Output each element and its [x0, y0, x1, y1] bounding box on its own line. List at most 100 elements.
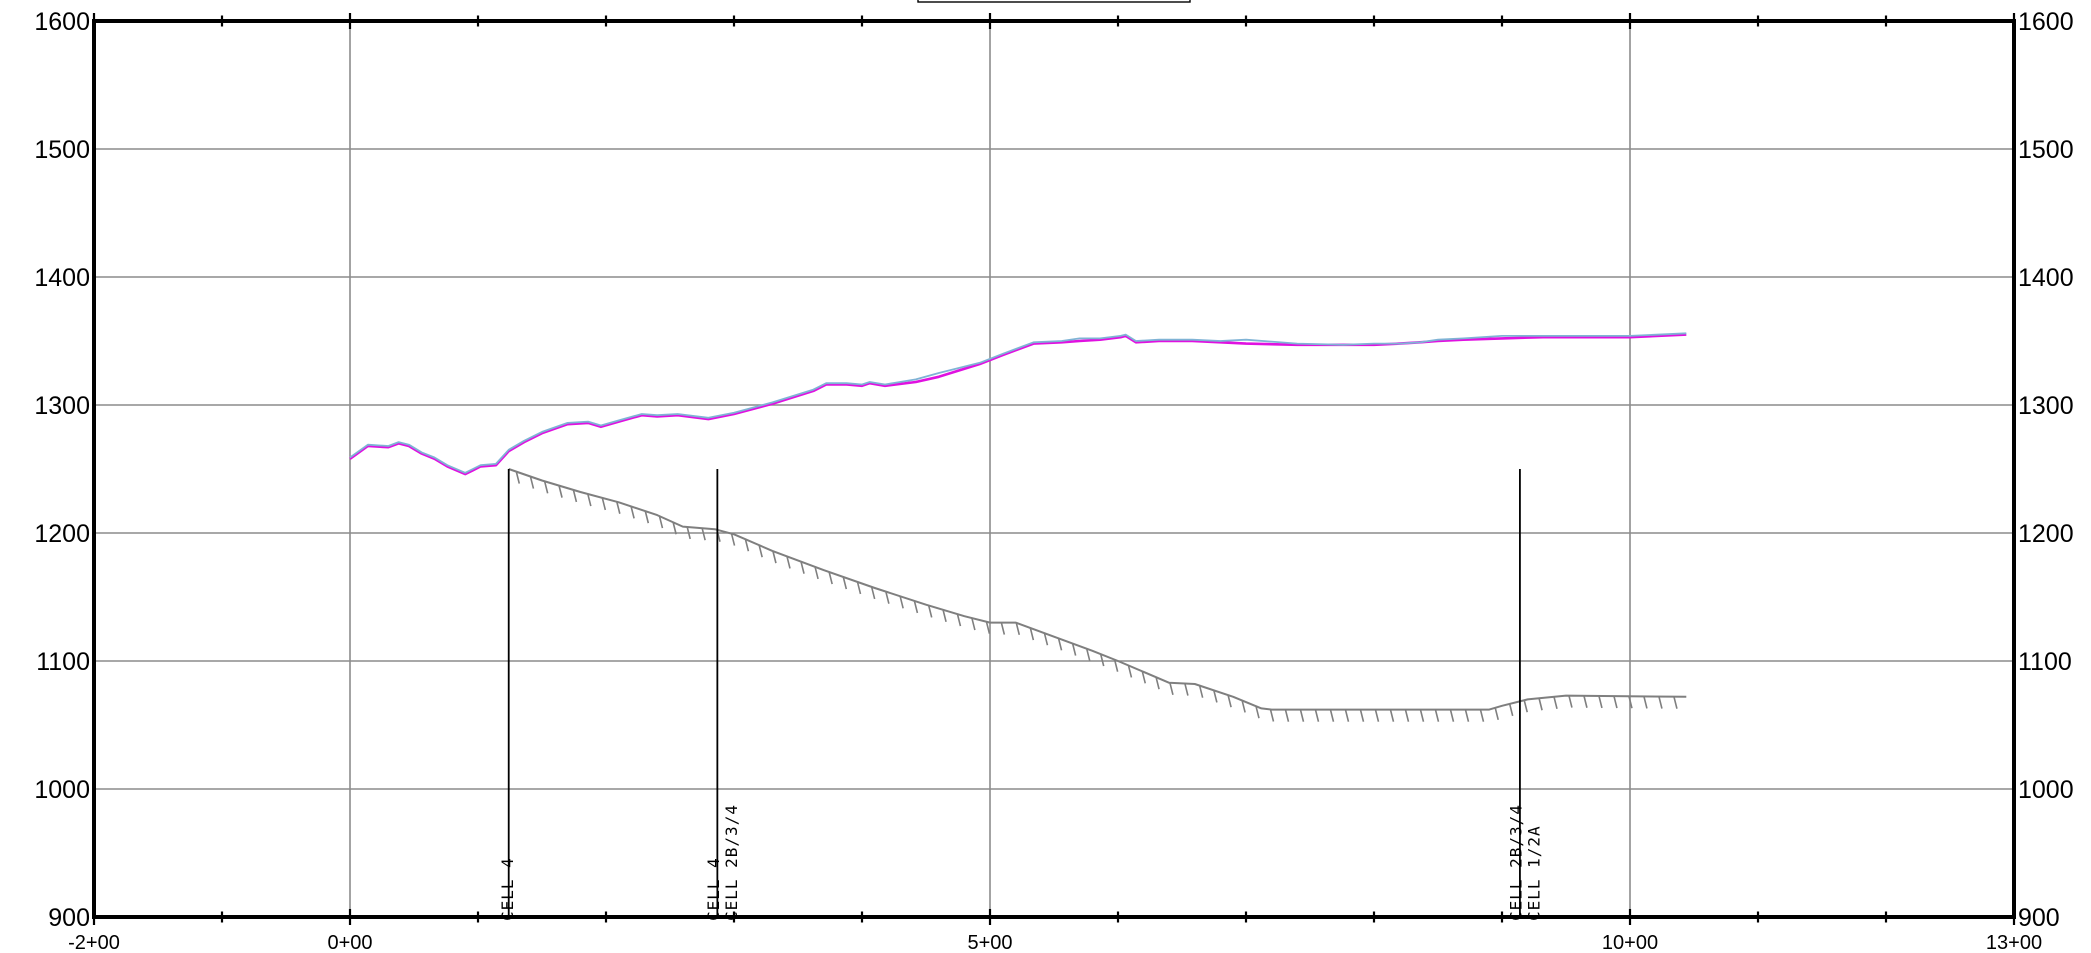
hatch-tick	[1269, 709, 1275, 722]
hatch-tick	[686, 526, 691, 540]
hatch-tick	[1449, 709, 1455, 722]
y-tick-label-right: 1600	[2018, 8, 2074, 36]
y-tick-label-left: 1600	[34, 8, 90, 36]
hatch-tick	[1227, 694, 1232, 708]
y-tick-label-left: 1500	[34, 136, 90, 164]
y-tick-label-right: 1500	[2018, 136, 2074, 164]
hatch-tick	[1508, 703, 1514, 717]
hatch-tick	[1184, 683, 1189, 696]
hatch-tick	[1043, 632, 1049, 646]
hatch-tick	[744, 539, 750, 552]
hatch-tick	[956, 613, 962, 627]
hatch-tick	[800, 561, 805, 574]
y-tick-label-left: 1200	[34, 520, 90, 548]
series-lines	[349, 332, 1687, 711]
hatch-tick	[758, 544, 763, 558]
hatch-tick	[529, 476, 535, 489]
hatch-tick	[1523, 700, 1529, 713]
hatch-tick	[630, 506, 635, 519]
chart-frame	[92, 0, 2016, 919]
axis-ticks	[92, 13, 2016, 925]
hatch-tick	[1141, 671, 1147, 684]
hatch-tick	[515, 471, 521, 484]
y-tick-label-right: 1300	[2018, 392, 2074, 420]
x-tick-label: 13+00	[1986, 932, 2042, 953]
hatch-tick	[1314, 709, 1320, 722]
hatch-tick	[558, 485, 563, 498]
hatch-tick	[543, 481, 549, 494]
hatch-tick	[658, 515, 664, 529]
hatch-tick	[644, 510, 650, 524]
hatch-tick	[1029, 627, 1035, 641]
cell-markers: CELL 4 CELL 4 CELL 2B/3/4 CELL 2B/3/4 CELL 1…	[498, 469, 1543, 921]
hatch-tick	[786, 556, 791, 569]
hatch-tick	[1613, 695, 1618, 709]
hatch-tick	[1464, 709, 1470, 722]
x-tick-label: 0+00	[327, 932, 372, 953]
hatch-tick	[927, 605, 933, 618]
axis-labels: 900 900 1000 1000 1100 1100 1200 1200 1300 1300 14…	[34, 8, 2073, 953]
hatch-tick	[572, 489, 578, 503]
hatch-tick	[772, 550, 777, 564]
hatch-tick	[1568, 695, 1573, 708]
hatch-tick	[971, 617, 976, 631]
cell-marker-label: CELL 4	[704, 857, 723, 921]
lower-profile-hatch	[515, 471, 1678, 722]
cell-marker-label: CELL 2B/3/4	[1506, 804, 1525, 921]
hatch-tick	[814, 566, 819, 580]
hatch-tick	[885, 591, 890, 604]
hatch-tick	[985, 621, 991, 634]
hatch-tick	[1015, 622, 1021, 636]
hatch-tick	[1299, 709, 1305, 722]
hatch-tick	[1494, 707, 1499, 721]
hatch-tick	[1057, 638, 1063, 651]
hatch-tick	[1329, 709, 1335, 722]
hatch-tick	[1553, 696, 1558, 709]
y-tick-label-right: 1000	[2018, 776, 2074, 804]
hatch-tick	[1419, 709, 1425, 722]
plot-frame	[92, 19, 2016, 919]
grid-lines	[94, 20, 2014, 918]
y-tick-label-right: 1100	[2018, 648, 2072, 676]
hatch-tick	[1344, 709, 1350, 722]
hatch-tick	[1389, 709, 1395, 722]
y-tick-label-left: 1000	[34, 776, 90, 804]
y-tick-label-right: 1400	[2018, 264, 2074, 292]
hatch-tick	[1198, 685, 1204, 698]
hatch-tick	[616, 501, 621, 514]
hatch-tick	[899, 596, 904, 609]
hatch-tick	[1374, 709, 1380, 722]
hatch-tick	[942, 609, 947, 622]
hatch-tick	[587, 493, 592, 507]
hatch-tick	[1000, 622, 1006, 635]
hatch-tick	[730, 533, 736, 546]
hatch-tick	[828, 571, 833, 585]
hatch-tick	[601, 497, 607, 511]
y-tick-label-right: 1200	[2018, 520, 2074, 548]
hatch-tick	[672, 522, 677, 535]
hatch-tick	[1673, 696, 1678, 709]
x-tick-label: -2+00	[68, 932, 120, 953]
hatch-tick	[1155, 676, 1160, 690]
hatch-tick	[856, 581, 862, 595]
y-tick-label-left: 1100	[36, 648, 90, 676]
hatch-tick	[1255, 705, 1260, 719]
hatch-tick	[913, 600, 919, 614]
series-ground_surface_alt	[349, 332, 1687, 474]
hatch-tick	[1538, 698, 1543, 711]
hatch-tick	[1658, 696, 1663, 709]
hatch-tick	[1071, 643, 1077, 656]
x-tick-label: 10+00	[1602, 932, 1658, 953]
hatch-tick	[1213, 690, 1218, 703]
hatch-tick	[1479, 709, 1485, 722]
cell-marker-label: CELL 4	[498, 857, 517, 921]
cell-marker-label: CELL 2B/3/4	[722, 804, 741, 921]
y-tick-label-left: 900	[48, 904, 90, 932]
hatch-tick	[1085, 648, 1091, 661]
hatch-tick	[870, 586, 876, 600]
hatch-tick	[1628, 696, 1633, 709]
y-tick-label-right: 900	[2018, 904, 2060, 932]
hatch-tick	[1284, 709, 1290, 722]
hatch-tick	[1241, 700, 1246, 713]
